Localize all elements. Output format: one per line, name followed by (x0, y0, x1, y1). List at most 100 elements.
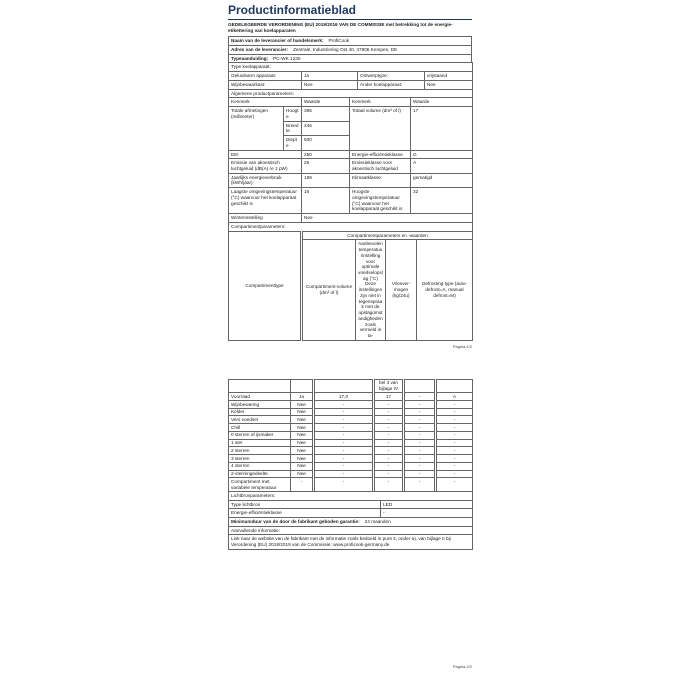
energy-class-label: Energie-efficiëntieklasse (349, 149, 411, 160)
additional-info-header: Aanvullende informatie: (227, 525, 474, 536)
type-section-header-row: Type koelapparaat: (228, 62, 473, 73)
compartment-name: 0 sterren of ijsmaker (228, 430, 291, 440)
warranty-value: 24 maanden (364, 519, 391, 525)
climate-class-value: gematigd (409, 172, 474, 189)
height-value: 395 (301, 106, 350, 122)
empty-cell (228, 378, 291, 394)
compartment-defrost: - (434, 423, 473, 432)
compartment-freeze: - (402, 392, 436, 401)
min-ambient-temp-value: 16 (301, 187, 350, 215)
general-section-header-row: Algemene productparameters: (227, 88, 474, 99)
parameter-row: EEI 250 Energie-efficiëntieklasse G (228, 149, 474, 160)
col-header-kenmerk-1: Kenmerk (228, 97, 302, 108)
light-type-label: Type lichtbron (228, 499, 381, 510)
parameter-row: Emissie van akoestisch luchtgeluid (dB(A… (228, 158, 474, 174)
compartment-temp: - (372, 469, 404, 479)
compartment-row-1-ster: 1 ster Nee - - - - (228, 438, 473, 448)
type-section-header: Type koelapparaat: (228, 62, 473, 73)
light-type-row: Type lichtbron LED (228, 499, 474, 510)
design-type-value: vrijstaand (424, 71, 473, 81)
noise-class-label: Emissieklasse voor akoestisch luchtgelui… (349, 158, 411, 174)
compartment-row-4-sterren: 4 sterren Nee - - - - (228, 461, 473, 471)
max-ambient-temp-value: 32 (409, 187, 474, 215)
light-type-value: LED (379, 499, 474, 510)
compartment-column-header-row: Compartiment-volume (dm³ of l) Aanbevole… (229, 239, 473, 341)
annual-energy-value: 189 (301, 172, 350, 189)
model-value: PC-WK 1230 (273, 55, 301, 61)
compartment-defrost: - (434, 430, 473, 440)
supplier-address-cell: Adres van de leverancier: Zentrale, Indus… (228, 44, 472, 55)
parameter-row: Jaarlijks energieverbruik (kWh/jaar) 189… (228, 172, 474, 189)
compartment-defrost: - (434, 454, 473, 463)
compartment-temp: - (372, 438, 404, 448)
depth-label: Diepte (283, 135, 302, 151)
supplier-address-label: Adres van de leverancier: (231, 46, 289, 52)
compartment-freeze: - (402, 430, 436, 440)
product-info-sheet: Productinformatieblad GEDELEGEERDE VEROR… (227, 3, 474, 550)
total-volume-value: 17 (409, 106, 474, 151)
min-ambient-temp-label: Laagste omgevingstemperatuur (°C) waarvo… (228, 187, 302, 215)
dimensions-label: Totale afmetingen (millimeter) (228, 106, 284, 151)
light-source-table: Lichtbronparameters: Type lichtbron LED … (227, 490, 474, 550)
light-class-label: Energie-efficiëntieklasse (228, 508, 381, 519)
height-label: Hoogte (283, 106, 302, 122)
freezing-capacity-header: Vriesver-mogen (kg/24u) (385, 239, 417, 341)
supplier-name-value: ProfiCook (328, 38, 350, 44)
compartment-volume: - (312, 407, 374, 417)
compartment-row-2-sterrengedeelte: 2-sterrengedeelte Nee - - - - (228, 469, 473, 479)
compartment-group-header-row: Compartimenttype Compartimentparameters … (228, 230, 473, 341)
defrost-type-header: Defrosting type (auto-defrost=A, manual … (416, 239, 473, 341)
compartment-row-2-sterren: 2 sterren Nee - - - - (228, 446, 473, 456)
compartment-present: Nee (290, 454, 314, 463)
col-header-waarde-2: Waarde (409, 97, 474, 108)
compartment-freeze: - (402, 415, 436, 425)
compartment-freeze: - (402, 407, 436, 417)
compartment-row-0-sterren: 0 sterren of ijsmaker Nee - - - - (228, 430, 473, 440)
compartment-volume: - (312, 438, 374, 448)
warranty-row: Minimumduur van de door de fabrikant geb… (227, 517, 474, 527)
compartment-temp: - (372, 415, 404, 425)
col-header-waarde-1: Waarde (301, 97, 350, 108)
recommended-temp-header: Aanbevolen temperatuurinstelling voor op… (355, 239, 386, 341)
compartment-section-header-row: Compartimentparameters: (228, 221, 473, 232)
compartment-freeze: - (402, 477, 436, 492)
dimensions-row: Totale afmetingen (millimeter) Hoogte 39… (228, 106, 474, 151)
noise-emission-label: Emissie van akoestisch luchtgeluid (dB(A… (228, 158, 302, 174)
warranty-cell: Minimumduur van de door de fabrikant geb… (227, 517, 474, 527)
light-section-header: Lichtbronparameters: (227, 490, 474, 501)
compartment-name: Chill (228, 423, 291, 432)
compartment-defrost: - (434, 469, 473, 479)
manufacturer-website-link[interactable]: www.proficook-germany.de (333, 542, 390, 548)
supplier-table: Naam van de leverancier of handelsmerk: P… (228, 36, 472, 64)
compartment-temp: - (372, 446, 404, 456)
compartment-section-header: Compartimentparameters: (228, 221, 473, 232)
empty-cell (402, 378, 436, 394)
additional-info-header-row: Aanvullende informatie: (227, 525, 474, 536)
compartment-freeze: - (402, 400, 436, 409)
compartment-name: 2-sterrengedeelte (228, 469, 291, 479)
compartment-name: 4 sterren (228, 461, 291, 471)
light-section-header-row: Lichtbronparameters: (227, 490, 474, 501)
compartment-present: Nee (290, 438, 314, 448)
energy-class-value: G (409, 149, 474, 160)
width-label: Breedte (283, 120, 302, 137)
annual-energy-label: Jaarlijks energieverbruik (kWh/jaar) (228, 172, 302, 189)
compartment-present: Nee (290, 400, 314, 409)
compartment-group-header: Compartimentparameters en -waarden (300, 230, 473, 241)
compartment-name: 3 sterren (228, 454, 291, 463)
compartment-present: Nee (290, 415, 314, 425)
compartment-volume: - (312, 430, 374, 440)
compartment-temp: - (372, 477, 404, 492)
compartment-present: Nee (290, 469, 314, 479)
compartment-temp: - (372, 400, 404, 409)
compartment-row-vers-voedsel: Vers voedsel Nee - - - - (228, 415, 473, 425)
compartment-defrost: - (434, 446, 473, 456)
empty-cell (434, 378, 473, 394)
compartment-freeze: - (402, 461, 436, 471)
light-class-value: - (379, 508, 474, 519)
manufacturer-link-label: Link naar de website van de fabrikant me… (231, 536, 451, 548)
compartment-row-kelder: Kelder Nee - - - - (228, 407, 473, 417)
compartment-freeze: - (402, 423, 436, 432)
appliance-type-table: Type koelapparaat: Geluidsarm apparaat: … (228, 62, 473, 90)
compartment-volume: - (312, 461, 374, 471)
